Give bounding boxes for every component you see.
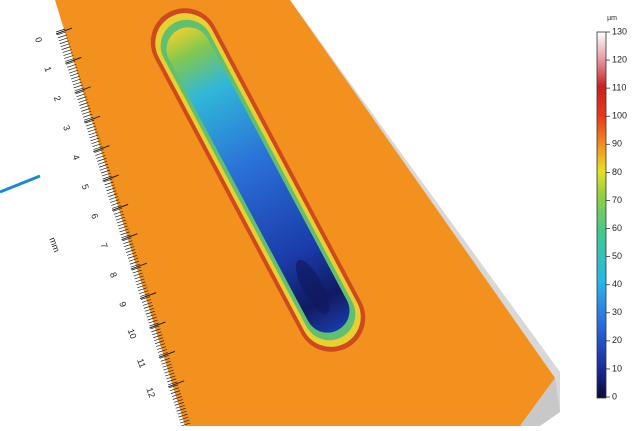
- ruler-tick-label: 0: [33, 36, 44, 44]
- colorbar-tick-label: 90: [612, 139, 622, 149]
- colorbar-tick-label: 60: [612, 223, 622, 233]
- colorbar-tick-label: 50: [612, 251, 622, 261]
- ruler-tick-label: 2: [52, 95, 63, 103]
- ruler-minor-tick: [62, 47, 71, 50]
- ruler-minor-tick: [68, 67, 77, 70]
- ruler-tick-label: 8: [108, 271, 119, 279]
- ruler-minor-tick: [58, 35, 67, 38]
- colorbar-unit: µm: [607, 15, 617, 22]
- ruler-unit: mm: [47, 236, 62, 254]
- ruler-minor-tick: [60, 41, 69, 44]
- colorbar-tick-label: 120: [612, 54, 627, 64]
- ruler-tick-label: 11: [135, 357, 148, 369]
- ruler-minor-tick: [67, 64, 76, 67]
- ruler-minor-tick: [61, 44, 70, 47]
- ruler-tick-label: 12: [144, 386, 157, 399]
- ruler-tick-label: 10: [126, 327, 139, 340]
- colorbar-tick-label: 130: [612, 26, 627, 36]
- ruler-tick-label: 5: [80, 183, 91, 191]
- ruler-tick-label: 1: [42, 65, 53, 73]
- ruler-minor-tick: [69, 70, 78, 73]
- colorbar-tick-label: 10: [612, 363, 622, 373]
- colorbar-tick-label: 0: [612, 391, 617, 401]
- ruler-minor-tick: [72, 79, 81, 82]
- ruler-tick-label: 3: [61, 124, 72, 132]
- colorbar-tick-label: 70: [612, 195, 622, 205]
- ruler-minor-tick: [64, 55, 73, 58]
- colorbar-tick-label: 40: [612, 279, 622, 289]
- ruler-minor-tick: [71, 76, 80, 79]
- colorbar-tick-label: 110: [612, 83, 626, 93]
- ruler-tick-label: 7: [98, 242, 109, 250]
- ruler-tick-label: 4: [70, 153, 81, 161]
- ruler-minor-tick: [59, 38, 68, 41]
- ruler-minor-tick: [63, 53, 72, 56]
- colorbar-ticks: 0 10 20 30 40 50 60 70 80 90 100 110 120 130: [606, 26, 627, 401]
- pointer-line: [0, 176, 40, 192]
- profile-view: mm 0123456789101112 µm 01020304050607080…: [0, 0, 634, 426]
- ruler-tick-label: 9: [117, 300, 128, 308]
- ruler-minor-tick: [63, 50, 72, 53]
- ruler-tick-label: 6: [89, 212, 100, 220]
- colorbar-tick-label: 30: [612, 307, 622, 317]
- colorbar-tick-label: 80: [612, 167, 622, 177]
- ruler-minor-tick: [70, 73, 79, 76]
- colorbar: [597, 32, 606, 398]
- colorbar-tick-label: 100: [612, 111, 627, 121]
- colorbar-tick-label: 20: [612, 335, 622, 345]
